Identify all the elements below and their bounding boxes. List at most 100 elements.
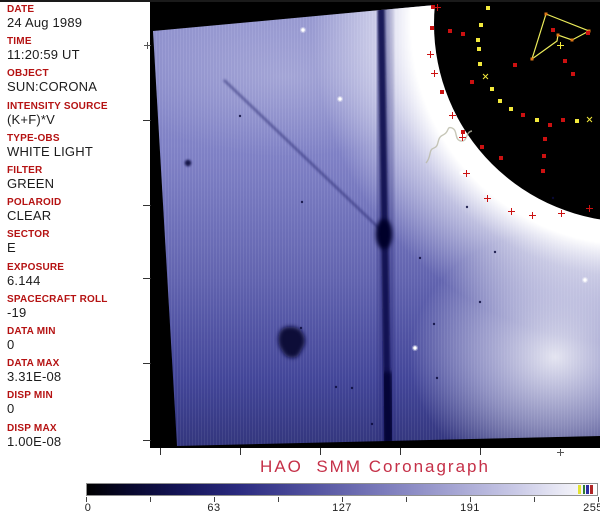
colorbar-tick <box>214 497 215 502</box>
colorbar-tick-label: 63 <box>207 502 221 512</box>
metadata-value: E <box>7 240 16 256</box>
metadata-field: INTENSITY SOURCE (K+F)*V <box>7 101 147 127</box>
viewer-title: HAO SMM Coronagraph <box>260 457 490 476</box>
metadata-value: 24 Aug 1989 <box>7 15 83 30</box>
dust-speck <box>350 386 354 390</box>
colorbar-tick <box>470 497 471 502</box>
coronagraph-image[interactable] <box>150 2 600 448</box>
colorbar <box>86 483 598 496</box>
metadata-value: -19 <box>7 304 27 320</box>
metadata-label: TIME <box>7 36 32 48</box>
metadata-value: SUN:CORONA <box>7 79 98 95</box>
coronagraph-plate <box>150 2 600 448</box>
metadata-value: CLEAR <box>7 208 52 224</box>
metadata-label: FILTER <box>7 165 43 176</box>
left-axis-tick <box>143 205 151 206</box>
metadata-field: EXPOSURE 6.144 <box>7 262 147 288</box>
dust-speck <box>478 300 482 304</box>
corona-rim-glow <box>312 3 600 344</box>
dust-speck <box>418 256 422 260</box>
colorbar-tick <box>278 497 279 502</box>
bottom-axis-tick <box>320 448 321 455</box>
cross-bar <box>557 452 564 453</box>
metadata-field: TIME 11:20:59 UT <box>7 36 147 62</box>
left-axis-tick <box>143 278 151 279</box>
colorbar-tick <box>150 497 151 502</box>
polygon-vertex-marker <box>556 33 560 37</box>
metadata-field: DISP MAX 1.00E-08 <box>7 423 147 449</box>
metadata-value: GREEN <box>7 176 55 191</box>
polygon-vertex-marker <box>570 38 574 42</box>
metadata-label: DATA MAX <box>7 358 60 370</box>
dark-dot <box>184 159 192 167</box>
dust-speck <box>370 422 374 426</box>
colorbar-tick-label: 191 <box>460 502 480 512</box>
colorbar-tick <box>534 497 535 502</box>
metadata-field: DATA MAX 3.31E-08 <box>7 358 147 384</box>
star-speck <box>413 346 417 350</box>
occulting-disk <box>434 2 600 220</box>
dust-speck <box>238 114 242 118</box>
colorbar-tick <box>86 497 87 502</box>
colorbar-tick-label: 127 <box>332 502 352 512</box>
polygon-vertex-marker <box>530 57 534 61</box>
bottom-axis-tick <box>480 448 481 455</box>
dust-speck <box>300 200 304 204</box>
colorbar-gradient <box>86 483 598 496</box>
metadata-field: DISP MIN 0 <box>7 390 147 416</box>
dark-blob-lower <box>278 326 305 358</box>
vertical-band-bottom <box>379 371 397 446</box>
cross-bar <box>560 449 561 456</box>
dust-speck <box>299 326 303 330</box>
metadata-label: DISP MAX <box>7 422 57 434</box>
dust-speck <box>334 385 338 389</box>
metadata-value: 0 <box>7 401 15 417</box>
metadata-label: INTENSITY SOURCE <box>7 100 108 112</box>
bottom-axis-tick <box>240 448 241 455</box>
colorbar-marker-stripe <box>582 485 585 494</box>
polygon-vertex-marker <box>544 12 548 16</box>
metadata-label: POLAROID <box>7 197 62 209</box>
metadata-label: SPACECRAFT ROLL <box>7 293 108 305</box>
fiducial-cross-icon <box>557 449 564 456</box>
colorbar-marker-stripe <box>577 485 581 494</box>
metadata-label: DATA MIN <box>7 326 56 337</box>
metadata-label: EXPOSURE <box>7 261 65 273</box>
bottom-axis-tick <box>400 448 401 455</box>
metadata-value: 1.00E-08 <box>7 433 62 449</box>
dust-speck <box>465 205 469 209</box>
colorbar-marker-stripe <box>585 485 589 494</box>
metadata-field: TYPE-OBS WHITE LIGHT <box>7 133 147 159</box>
left-axis-tick <box>143 120 151 121</box>
diagonal-streak <box>223 79 383 232</box>
colorbar-marker-stripe <box>589 485 593 494</box>
colorbar-tick <box>406 497 407 502</box>
star-speck <box>301 28 305 32</box>
colorbar-tick <box>342 497 343 502</box>
metadata-value: 0 <box>7 337 15 352</box>
metadata-value: 3.31E-08 <box>7 369 62 385</box>
colorbar-tick-label: 0 <box>84 502 92 512</box>
metadata-field: POLAROID CLEAR <box>7 197 147 223</box>
metadata-field: DATE 24 Aug 1989 <box>7 4 147 30</box>
metadata-label: DATE <box>7 4 35 15</box>
metadata-field: FILTER GREEN <box>7 165 147 191</box>
star-speck <box>460 171 464 175</box>
dust-speck <box>432 322 436 326</box>
metadata-field: SPACECRAFT ROLL -19 <box>7 294 147 320</box>
left-axis-tick <box>143 363 151 364</box>
bottom-axis-tick <box>160 448 161 455</box>
metadata-panel: DATE 24 Aug 1989 TIME 11:20:59 UT OBJECT SUN:… <box>0 2 150 458</box>
dust-speck <box>493 250 497 254</box>
dust-speck <box>435 376 439 380</box>
metadata-label: SECTOR <box>7 229 50 241</box>
colorbar-tick-label: 255 <box>583 502 600 512</box>
metadata-value: 6.144 <box>7 272 41 288</box>
metadata-value: WHITE LIGHT <box>7 143 93 159</box>
metadata-field: OBJECT SUN:CORONA <box>7 68 147 94</box>
left-axis-tick <box>143 440 151 441</box>
metadata-field: DATA MIN 0 <box>7 326 147 352</box>
metadata-label: DISP MIN <box>7 390 53 402</box>
metadata-label: TYPE-OBS <box>7 132 60 144</box>
